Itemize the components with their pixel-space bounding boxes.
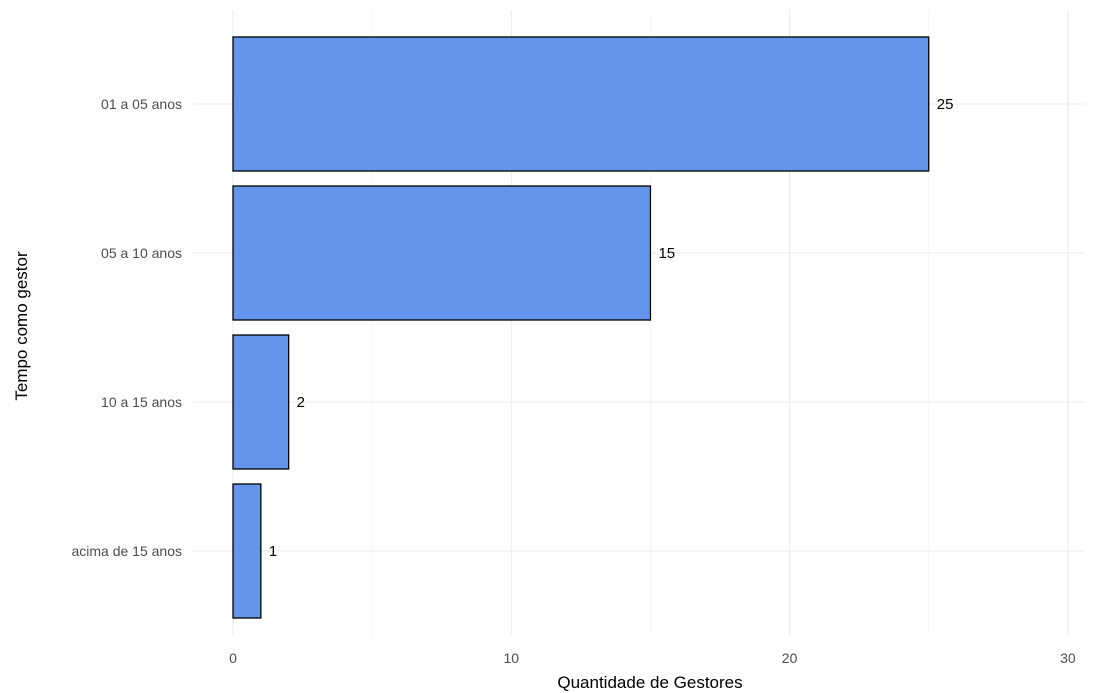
bar: [232, 36, 930, 172]
bar: [232, 483, 262, 619]
data-label: 1: [269, 543, 277, 560]
x-tick-label: 20: [782, 650, 798, 666]
x-axis-ticks: 0 10 20 30: [229, 650, 1076, 666]
bar: [232, 185, 652, 321]
x-axis-title: Quantidade de Gestores: [557, 673, 742, 692]
data-labels: 25 15 2 1: [269, 96, 954, 560]
bars: [232, 36, 930, 619]
y-axis-ticks: 01 a 05 anos 05 a 10 anos 10 a 15 anos acim…: [71, 96, 182, 559]
y-tick-label: 10 a 15 anos: [101, 394, 182, 410]
data-label: 2: [297, 394, 305, 411]
y-tick-label: 05 a 10 anos: [101, 245, 182, 261]
data-label: 15: [658, 245, 675, 262]
data-label: 25: [937, 96, 954, 113]
x-tick-label: 30: [1060, 650, 1076, 666]
y-tick-label: 01 a 05 anos: [101, 96, 182, 112]
bar: [232, 334, 290, 470]
y-tick-label: acima de 15 anos: [71, 543, 182, 559]
x-tick-label: 10: [504, 650, 520, 666]
x-tick-label: 0: [229, 650, 237, 666]
y-axis-title: Tempo como gestor: [12, 251, 31, 401]
